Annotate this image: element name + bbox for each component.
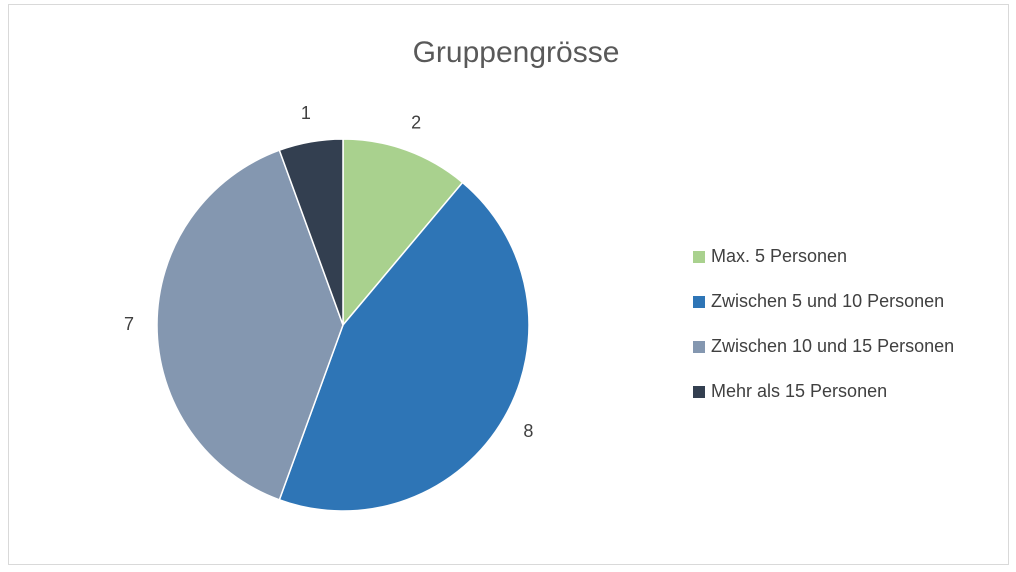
legend-swatch [693, 296, 705, 308]
data-label: 8 [523, 421, 533, 441]
data-label: 2 [411, 113, 421, 133]
legend-swatch [693, 386, 705, 398]
pie-slice [342, 138, 464, 328]
legend-label: Mehr als 15 Personen [711, 381, 887, 401]
pie-slice [278, 181, 530, 512]
legend-label: Zwischen 5 und 10 Personen [711, 291, 944, 311]
data-label: 7 [124, 314, 134, 334]
legend-label: Max. 5 Personen [711, 246, 847, 266]
chart-title: Gruppengrösse [413, 36, 620, 69]
legend-swatch [693, 341, 705, 353]
legend-swatch [693, 251, 705, 263]
pie-slice [156, 149, 344, 501]
legend-label: Zwischen 10 und 15 Personen [711, 336, 954, 356]
data-label: 1 [301, 103, 311, 123]
pie-slice [278, 138, 344, 326]
